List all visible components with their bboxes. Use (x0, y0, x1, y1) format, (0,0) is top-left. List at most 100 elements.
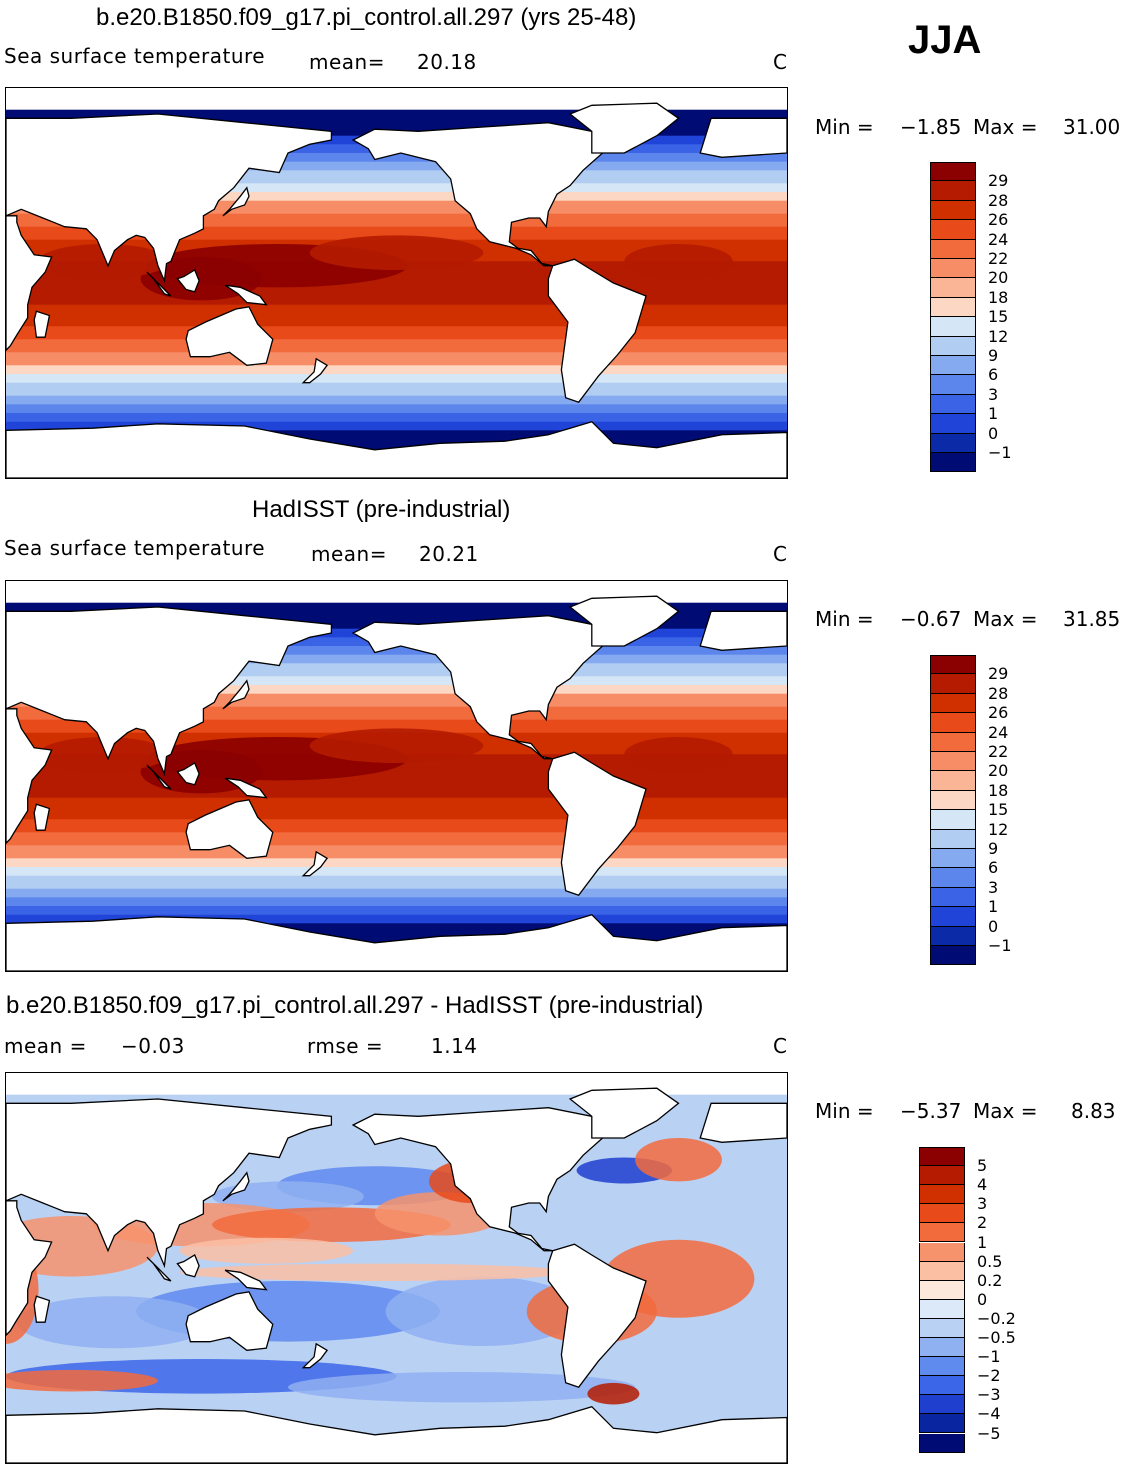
coastline (301, 357, 329, 384)
season-label: JJA (908, 18, 982, 62)
panel-1-map (5, 87, 788, 479)
colorbar-tick-label: 0 (988, 423, 999, 443)
colorbar-box (919, 1147, 965, 1167)
colorbar-box (919, 1338, 965, 1358)
colorbar-box (930, 674, 976, 694)
land-mask (6, 1087, 787, 1463)
colorbar-tick-label: 18 (988, 287, 1009, 307)
colorbar-box (930, 453, 976, 473)
colorbar-tick-label: −3 (977, 1385, 1001, 1405)
coastline (699, 1102, 787, 1143)
colorbar-box (930, 907, 976, 927)
coastline (33, 1295, 51, 1323)
coastline (568, 595, 680, 647)
colorbar-box (930, 259, 976, 279)
land-mask (6, 595, 787, 971)
coastline (547, 751, 647, 896)
colorbar-tick-label: 9 (988, 839, 999, 858)
colorbar-box (919, 1280, 965, 1300)
colorbar-tick-label: −5 (977, 1423, 1001, 1443)
panel-2-mean-value: 20.21 (419, 542, 479, 566)
coastline (146, 764, 172, 790)
colorbar-box (919, 1299, 965, 1319)
panel-1-variable-label: Sea surface temperature (4, 44, 266, 68)
colorbar-tick-label: 28 (988, 190, 1009, 210)
colorbar-tick-label: 3 (988, 384, 999, 404)
coastline (6, 1200, 53, 1337)
panel-1-title: b.e20.B1850.f09_g17.pi_control.all.297 (… (96, 4, 637, 31)
colorbar-tick-label: 1 (977, 1232, 988, 1252)
colorbar-tick-label: 9 (988, 346, 999, 365)
colorbar-box (930, 713, 976, 733)
panel-3-map (5, 1072, 788, 1464)
panel-3-min-value: −5.37 (900, 1099, 962, 1123)
coastline (6, 113, 333, 284)
colorbar-box (919, 1261, 965, 1281)
colorbar-tick-label: −1 (988, 936, 1012, 955)
colorbar-tick-label: −1 (988, 443, 1012, 462)
colorbar-tick-label: 24 (988, 722, 1009, 742)
panel-1-min-label: Min = (815, 115, 874, 139)
colorbar-box (930, 946, 976, 966)
colorbar-box (930, 394, 976, 415)
coastline (146, 271, 172, 297)
colorbar-box (919, 1242, 965, 1262)
colorbar-tick-label: −1 (977, 1347, 1001, 1367)
coastline (146, 1256, 172, 1282)
coastline (6, 606, 333, 777)
colorbar-tick-label: 15 (988, 307, 1009, 327)
colorbar-tick-label: 5 (977, 1156, 988, 1176)
coastline (6, 913, 787, 971)
coastline (547, 258, 647, 403)
panel-2-mean-label: mean= (311, 542, 387, 566)
panel-3-rmse-value: 1.14 (431, 1034, 478, 1058)
colorbar-box (930, 414, 976, 434)
coastline (699, 117, 787, 158)
colorbar-box (930, 790, 976, 811)
colorbar-tick-label: −2 (977, 1366, 1001, 1386)
coastline (568, 1087, 680, 1139)
coastline (547, 1243, 647, 1388)
colorbar-tick-label: 2 (977, 1213, 988, 1233)
land-mask (6, 102, 787, 478)
colorbar-tick-label: 24 (988, 229, 1009, 249)
coastline (568, 102, 680, 154)
colorbar-box (930, 732, 976, 752)
colorbar-tick-label: 26 (988, 703, 1009, 723)
panel-2-max-label: Max = (973, 607, 1038, 631)
panel-3-mean-value: −0.03 (121, 1034, 185, 1058)
coastline (33, 310, 51, 338)
panel-2-max-value: 31.85 (1063, 607, 1121, 631)
coastline (699, 610, 787, 651)
colorbar-tick-label: 1 (988, 404, 999, 424)
colorbar-box (930, 693, 976, 714)
coastline (301, 1342, 329, 1369)
colorbar-tick-label: 12 (988, 326, 1009, 346)
colorbar-box (919, 1414, 965, 1434)
coastline (6, 420, 787, 478)
coastline (222, 1171, 250, 1202)
panel-3-max-value: 8.83 (1071, 1099, 1116, 1123)
colorbar-tick-label: 3 (988, 877, 999, 897)
colorbar-tick-label: 0 (988, 916, 999, 936)
coastline (301, 850, 329, 877)
colorbar-tick-label: 29 (988, 664, 1009, 684)
coastline (185, 799, 274, 859)
coastline (222, 679, 250, 710)
coastline (176, 762, 200, 786)
colorbar-tick-label: 20 (988, 268, 1009, 288)
coastline (222, 186, 250, 217)
colorbar-tick-label: 4 (977, 1175, 988, 1195)
colorbar-box (930, 297, 976, 318)
colorbar-box (930, 239, 976, 259)
panel-3-min-label: Min = (815, 1099, 874, 1123)
colorbar-box (930, 375, 976, 395)
panel-3-rmse-label: rmse = (307, 1034, 384, 1058)
colorbar-tick-label: 28 (988, 683, 1009, 703)
colorbar-tick-label: −0.5 (977, 1328, 1016, 1347)
ocean-field (6, 602, 787, 950)
colorbar-box (930, 926, 976, 946)
colorbar-box (930, 868, 976, 888)
colorbar-tick-label: 6 (988, 858, 999, 878)
colorbar-tick-label: 22 (988, 742, 1009, 761)
